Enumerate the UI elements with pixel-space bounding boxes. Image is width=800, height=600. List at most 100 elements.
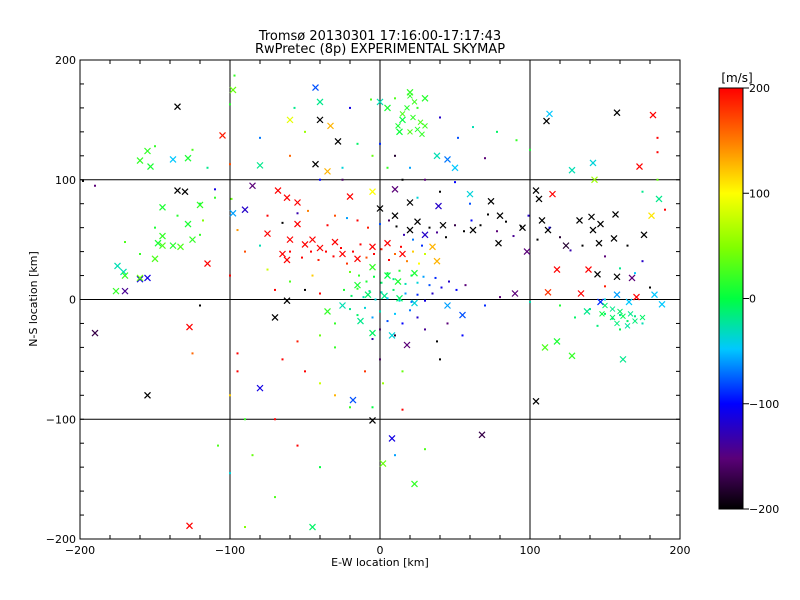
data-point-dot bbox=[259, 136, 261, 139]
data-point-dot bbox=[604, 312, 606, 315]
data-point-dot bbox=[401, 322, 404, 325]
data-point-x bbox=[144, 274, 151, 282]
data-point-x bbox=[354, 255, 361, 263]
data-point-x bbox=[589, 159, 597, 167]
data-point-dot bbox=[274, 418, 276, 421]
data-point-x bbox=[633, 293, 640, 301]
x-tick-label: −100 bbox=[215, 544, 245, 557]
data-point-dot bbox=[626, 320, 629, 323]
data-point-x bbox=[316, 244, 324, 252]
data-point-x bbox=[147, 163, 154, 171]
data-point-x bbox=[177, 243, 184, 251]
data-point-x bbox=[577, 290, 585, 297]
data-point-x bbox=[369, 263, 376, 271]
data-point-dot bbox=[319, 178, 321, 181]
data-point-cluster bbox=[609, 306, 616, 312]
data-point-dot bbox=[418, 262, 420, 265]
data-point-dot bbox=[536, 238, 539, 241]
data-point-dot bbox=[356, 314, 359, 317]
data-point-x bbox=[466, 190, 474, 198]
data-point-dot bbox=[581, 244, 584, 247]
data-point-dot bbox=[94, 184, 96, 187]
data-point-x bbox=[316, 98, 324, 106]
data-point-dot bbox=[289, 250, 291, 253]
data-point-x bbox=[354, 281, 361, 289]
data-point-dot bbox=[428, 284, 431, 287]
data-point-x bbox=[511, 290, 519, 297]
data-point-dot bbox=[214, 196, 216, 199]
data-point-dot bbox=[244, 250, 246, 253]
data-point-x bbox=[429, 243, 436, 251]
y-axis-label: N-S location [km] bbox=[27, 251, 40, 347]
data-point-x bbox=[91, 329, 99, 337]
data-point-cluster bbox=[632, 318, 638, 324]
data-point-x bbox=[612, 211, 619, 218]
data-point-dot bbox=[404, 282, 407, 285]
data-point-dot bbox=[370, 98, 372, 101]
data-point-dot bbox=[367, 226, 369, 229]
data-point-x bbox=[619, 355, 627, 363]
data-point-x bbox=[496, 212, 504, 220]
data-point-x bbox=[286, 236, 294, 244]
data-point-cluster bbox=[407, 93, 413, 99]
data-point-dot bbox=[589, 308, 591, 311]
data-point-x bbox=[339, 302, 346, 309]
data-point-dot bbox=[349, 406, 351, 409]
data-point-x bbox=[186, 522, 193, 530]
data-point-dot bbox=[470, 219, 473, 222]
data-point-x bbox=[421, 231, 429, 239]
data-point-x bbox=[391, 185, 399, 193]
data-point-dot bbox=[394, 454, 396, 457]
data-point-dot bbox=[229, 472, 231, 475]
data-point-dot bbox=[289, 280, 291, 283]
data-point-dot bbox=[380, 248, 383, 251]
data-point-cluster bbox=[414, 126, 421, 133]
data-point-x bbox=[364, 291, 372, 299]
data-point-x bbox=[256, 384, 264, 392]
data-point-dot bbox=[352, 250, 354, 253]
data-point-x bbox=[376, 98, 384, 106]
colorbar-ticks: 200 100 0 −100 −200 bbox=[743, 82, 779, 516]
data-point-dot bbox=[154, 226, 156, 229]
data-point-dot bbox=[319, 292, 321, 295]
data-point-dot bbox=[374, 298, 377, 301]
data-point-cluster bbox=[609, 314, 616, 321]
data-point-x bbox=[433, 152, 441, 160]
data-point-dot bbox=[412, 250, 414, 253]
data-point-x bbox=[144, 147, 151, 155]
data-point-dot bbox=[368, 290, 371, 293]
data-point-dot bbox=[214, 188, 216, 191]
data-point-x bbox=[444, 155, 451, 163]
data-point-dot bbox=[365, 256, 368, 259]
data-point-x bbox=[309, 523, 316, 531]
data-point-cluster bbox=[404, 105, 410, 111]
data-point-dot bbox=[641, 190, 644, 193]
data-point-dot bbox=[236, 352, 239, 355]
data-point-x bbox=[421, 94, 429, 102]
data-point-x bbox=[369, 417, 376, 424]
data-point-x bbox=[324, 167, 331, 175]
data-point-x bbox=[369, 188, 376, 196]
data-point-dot bbox=[373, 252, 375, 255]
data-point-x bbox=[229, 209, 237, 217]
data-point-x bbox=[610, 235, 618, 242]
grid-lines bbox=[80, 60, 680, 539]
data-point-dot bbox=[233, 74, 236, 77]
data-point-dot bbox=[410, 300, 413, 303]
data-point-x bbox=[595, 239, 603, 247]
data-point-dot bbox=[469, 202, 471, 205]
data-point-dot bbox=[341, 178, 344, 181]
data-point-dot bbox=[358, 274, 360, 277]
data-point-cluster bbox=[399, 111, 406, 117]
data-point-x bbox=[553, 266, 561, 273]
data-point-dot bbox=[334, 322, 336, 325]
data-point-dot bbox=[349, 270, 351, 273]
x-tick-label: −200 bbox=[65, 544, 95, 557]
x-tick-label: 0 bbox=[377, 544, 384, 557]
data-point-dot bbox=[548, 226, 551, 229]
data-point-dot bbox=[373, 275, 375, 278]
data-point-x bbox=[316, 116, 324, 124]
data-point-x bbox=[487, 197, 495, 205]
data-point-x bbox=[349, 396, 357, 404]
data-point-dot bbox=[386, 272, 389, 275]
